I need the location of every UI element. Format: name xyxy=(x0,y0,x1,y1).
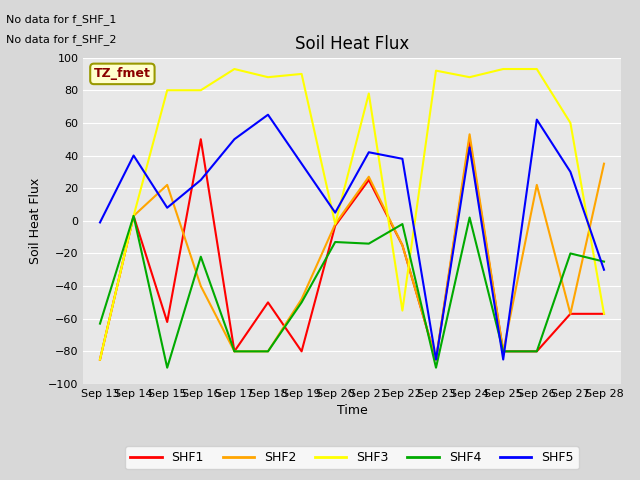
X-axis label: Time: Time xyxy=(337,405,367,418)
Y-axis label: Soil Heat Flux: Soil Heat Flux xyxy=(29,178,42,264)
Title: Soil Heat Flux: Soil Heat Flux xyxy=(295,35,409,53)
Legend: SHF1, SHF2, SHF3, SHF4, SHF5: SHF1, SHF2, SHF3, SHF4, SHF5 xyxy=(125,446,579,469)
Text: TZ_fmet: TZ_fmet xyxy=(94,67,151,80)
Text: No data for f_SHF_2: No data for f_SHF_2 xyxy=(6,34,117,45)
Text: No data for f_SHF_1: No data for f_SHF_1 xyxy=(6,14,116,25)
